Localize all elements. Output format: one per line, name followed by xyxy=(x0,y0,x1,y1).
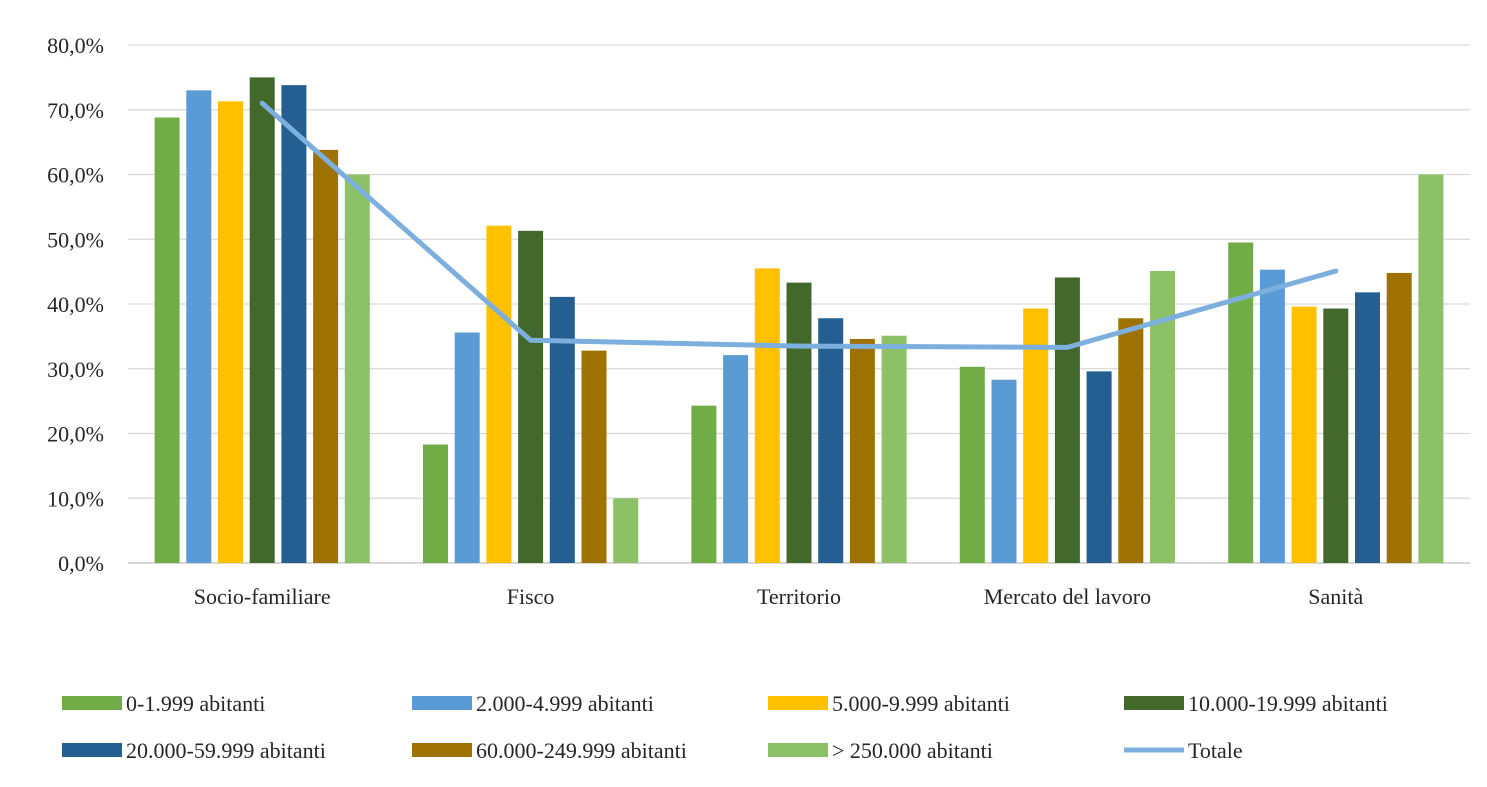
legend-label: Totale xyxy=(1188,738,1243,763)
bar xyxy=(154,117,180,564)
bar xyxy=(1323,308,1349,563)
total-line xyxy=(259,100,1339,350)
bar xyxy=(486,225,512,563)
bar xyxy=(581,350,607,563)
y-tick-label: 0,0% xyxy=(58,551,104,576)
bar xyxy=(1291,306,1317,563)
line-series-totale xyxy=(259,100,1339,350)
bar xyxy=(518,230,544,563)
legend-swatch xyxy=(62,743,122,757)
y-axis-ticks: 0,0% 10,0% 20,0% 30,0% 40,0% 50,0% 60,0% 70,0% 8… xyxy=(47,33,104,576)
bar xyxy=(1150,270,1175,563)
bar xyxy=(313,149,339,563)
y-tick-label: 30,0% xyxy=(47,357,104,382)
y-tick-label: 60,0% xyxy=(47,163,104,188)
legend-label: 20.000-59.999 abitanti xyxy=(126,738,326,763)
bar xyxy=(281,85,307,564)
bar xyxy=(186,90,212,563)
bar xyxy=(218,101,243,564)
legend: 0-1.999 abitanti 2.000-4.999 abitanti 5.00… xyxy=(62,691,1388,763)
legend-swatch xyxy=(62,696,122,710)
bar xyxy=(1086,371,1112,563)
x-category-label: Socio-familiare xyxy=(194,584,331,609)
bars xyxy=(154,77,1444,564)
legend-label: 2.000-4.999 abitanti xyxy=(476,691,654,716)
bar xyxy=(1023,308,1049,563)
bar xyxy=(849,338,875,563)
bar xyxy=(723,355,749,563)
y-tick-label: 80,0% xyxy=(47,33,104,58)
bar xyxy=(818,318,844,563)
legend-swatch xyxy=(768,743,828,757)
x-category-label: Fisco xyxy=(507,584,555,609)
bar xyxy=(691,405,717,563)
bar xyxy=(344,174,370,563)
legend-label: 10.000-19.999 abitanti xyxy=(1188,691,1388,716)
bar xyxy=(959,366,985,563)
bar xyxy=(1355,292,1380,563)
y-tick-label: 40,0% xyxy=(47,292,104,317)
bar xyxy=(754,268,780,563)
y-tick-label: 50,0% xyxy=(47,227,104,252)
bar xyxy=(249,77,275,563)
bar xyxy=(1054,277,1080,563)
y-tick-label: 10,0% xyxy=(47,486,104,511)
legend-swatch xyxy=(768,696,828,710)
bar xyxy=(454,332,480,563)
legend-label: 5.000-9.999 abitanti xyxy=(832,691,1010,716)
legend-label: 60.000-249.999 abitanti xyxy=(476,738,687,763)
bar xyxy=(423,444,448,563)
legend-swatch xyxy=(1124,696,1184,710)
bar xyxy=(786,282,812,563)
bar xyxy=(613,498,639,563)
bar xyxy=(991,379,1017,563)
legend-label: > 250.000 abitanti xyxy=(832,738,993,763)
legend-swatch xyxy=(412,743,472,757)
x-category-label: Mercato del lavoro xyxy=(984,584,1151,609)
bar xyxy=(1259,269,1285,563)
y-tick-label: 20,0% xyxy=(47,422,104,447)
legend-label: 0-1.999 abitanti xyxy=(126,691,265,716)
bar xyxy=(1418,174,1444,563)
bar xyxy=(549,296,575,563)
bar xyxy=(1386,272,1412,563)
bar xyxy=(881,335,907,563)
bar xyxy=(1228,242,1254,564)
x-axis-categories: Socio-familiare Fisco Territorio Mercato de… xyxy=(194,584,1364,609)
bar xyxy=(1118,318,1144,563)
y-tick-label: 70,0% xyxy=(47,98,104,123)
x-category-label: Territorio xyxy=(757,584,841,609)
x-category-label: Sanità xyxy=(1308,584,1363,609)
legend-swatch xyxy=(412,696,472,710)
